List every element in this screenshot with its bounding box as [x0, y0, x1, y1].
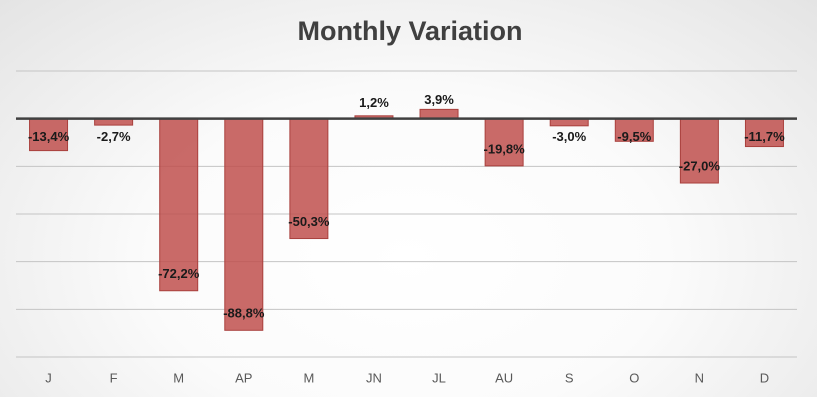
data-label: 3,9%	[424, 92, 454, 107]
x-tick-label: AP	[235, 370, 252, 385]
data-label: -88,8%	[223, 306, 265, 321]
x-tick-label: M	[303, 370, 314, 385]
x-tick-label: D	[760, 370, 769, 385]
chart-title: Monthly Variation	[297, 16, 522, 46]
x-tick-label: M	[173, 370, 184, 385]
bar	[29, 118, 69, 152]
bar	[419, 108, 459, 120]
bar	[679, 118, 719, 184]
data-label: -50,3%	[288, 214, 330, 229]
bar	[159, 118, 199, 292]
bar	[224, 118, 264, 331]
x-tick-label: AU	[495, 370, 513, 385]
data-label: -19,8%	[484, 141, 526, 156]
data-label: -11,7%	[744, 129, 785, 144]
data-label: -72,2%	[158, 266, 200, 281]
data-label: -27,0%	[679, 158, 721, 173]
data-label: -2,7%	[97, 129, 131, 144]
x-tick-label: F	[110, 370, 118, 385]
data-label: -13,4%	[28, 129, 70, 144]
bar	[744, 118, 784, 148]
x-tick-label: J	[45, 370, 52, 385]
x-tick-label: O	[629, 370, 639, 385]
data-label: -9,5%	[617, 129, 651, 144]
data-label: -3,0%	[552, 129, 586, 144]
bar	[289, 118, 329, 240]
x-tick-label: N	[695, 370, 704, 385]
data-label: 1,2%	[359, 95, 389, 110]
x-tick-label: JL	[432, 370, 446, 385]
x-tick-label: S	[565, 370, 574, 385]
x-tick-label: JN	[366, 370, 382, 385]
